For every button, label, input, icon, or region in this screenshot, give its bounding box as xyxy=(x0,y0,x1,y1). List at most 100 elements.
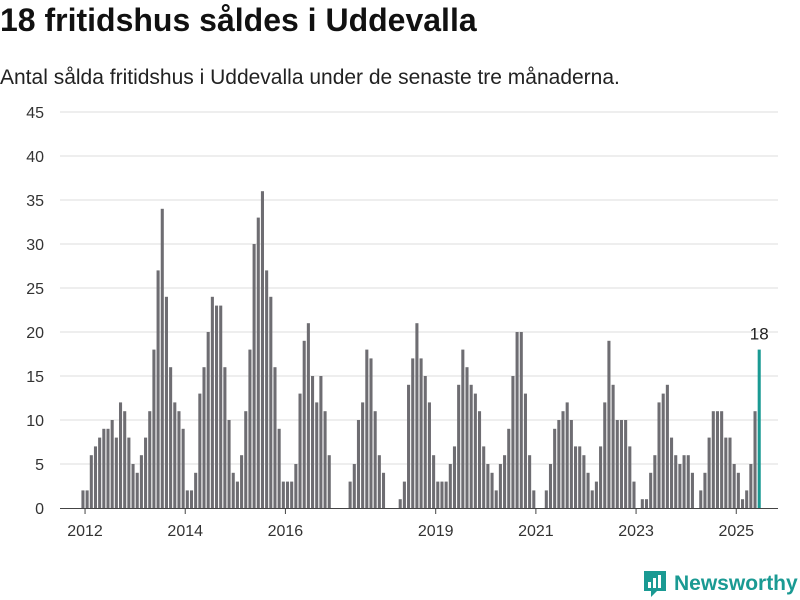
x-axis-ticks: 2012 2014 2016 2019 2021 2023 2025 xyxy=(67,508,754,540)
x-tick-label: 2014 xyxy=(167,523,203,540)
bars xyxy=(81,191,761,509)
bar xyxy=(432,455,436,508)
bar xyxy=(415,323,419,508)
brand-name: Newsworthy xyxy=(674,572,798,595)
bar xyxy=(686,455,690,508)
bar xyxy=(240,455,244,508)
bar xyxy=(260,191,264,508)
y-tick-label: 10 xyxy=(26,413,44,430)
bar xyxy=(215,305,219,508)
bar xyxy=(252,244,256,508)
bar xyxy=(164,296,168,508)
bar xyxy=(590,490,594,508)
bar xyxy=(89,455,93,508)
bar xyxy=(139,455,143,508)
y-tick-label: 25 xyxy=(26,281,44,298)
bar xyxy=(356,420,361,508)
bar xyxy=(281,481,285,508)
y-axis-tick-labels: 0 5 10 15 20 25 30 35 40 45 xyxy=(26,105,44,518)
bar xyxy=(231,472,235,508)
bar xyxy=(490,472,494,508)
bar xyxy=(732,464,736,508)
bar xyxy=(423,376,427,508)
bar xyxy=(711,411,715,508)
bar xyxy=(398,499,402,508)
bar xyxy=(749,464,753,508)
bar xyxy=(294,464,298,508)
bar xyxy=(160,208,164,509)
bar xyxy=(574,446,578,508)
bar xyxy=(194,472,198,508)
bar xyxy=(419,358,423,508)
brand-logo[interactable]: Newsworthy xyxy=(642,568,798,600)
bar xyxy=(377,455,381,508)
y-tick-label: 0 xyxy=(35,501,44,518)
bar xyxy=(649,472,653,508)
bar xyxy=(381,472,386,508)
bar xyxy=(482,446,486,508)
y-tick-label: 40 xyxy=(26,149,44,166)
bar xyxy=(740,499,745,508)
bar xyxy=(206,332,210,508)
bar xyxy=(427,402,431,508)
bar xyxy=(269,296,273,508)
bar xyxy=(720,411,724,508)
bar xyxy=(494,490,498,508)
bar xyxy=(461,349,465,508)
bar xyxy=(306,323,310,508)
y-tick-label: 20 xyxy=(26,325,44,342)
bar xyxy=(152,349,156,508)
bar xyxy=(515,332,519,508)
bar xyxy=(457,384,461,508)
bar xyxy=(532,490,536,508)
bar xyxy=(365,349,369,508)
bar xyxy=(311,376,315,508)
bar xyxy=(715,411,720,508)
bar xyxy=(93,446,98,508)
bar xyxy=(745,490,749,508)
bar xyxy=(210,296,214,508)
y-tick-label: 5 xyxy=(35,457,44,474)
bar xyxy=(123,411,127,508)
bar xyxy=(544,490,548,508)
bar xyxy=(498,464,502,508)
bar xyxy=(569,420,573,508)
bar xyxy=(411,358,415,508)
bar xyxy=(319,376,323,508)
bar xyxy=(624,420,628,508)
bar xyxy=(256,217,260,508)
bar xyxy=(402,481,406,508)
bar xyxy=(440,481,444,508)
x-tick-label: 2021 xyxy=(518,523,554,540)
bar xyxy=(219,305,223,508)
bar xyxy=(582,455,586,508)
bar xyxy=(507,428,511,508)
bar xyxy=(724,437,728,508)
bar xyxy=(81,490,85,508)
bar xyxy=(110,420,114,508)
bar xyxy=(169,367,173,508)
bar xyxy=(448,464,452,508)
bar xyxy=(678,464,682,508)
bar xyxy=(586,472,590,508)
bar xyxy=(670,437,674,508)
bar xyxy=(548,464,553,508)
page-title: 18 fritidshus såldes i Uddevalla xyxy=(0,2,477,38)
bar xyxy=(477,411,482,508)
bar xyxy=(690,472,694,508)
bar xyxy=(465,367,469,508)
bar xyxy=(148,411,152,508)
bar xyxy=(561,411,565,508)
bar xyxy=(106,428,110,508)
bar xyxy=(657,402,661,508)
bar xyxy=(277,428,281,508)
y-tick-label: 35 xyxy=(26,193,44,210)
bar xyxy=(753,411,757,508)
x-tick-label: 2023 xyxy=(618,523,654,540)
bar xyxy=(665,384,669,508)
bar xyxy=(452,446,457,508)
bar xyxy=(323,411,327,508)
bar xyxy=(144,437,148,508)
bar xyxy=(189,490,194,508)
